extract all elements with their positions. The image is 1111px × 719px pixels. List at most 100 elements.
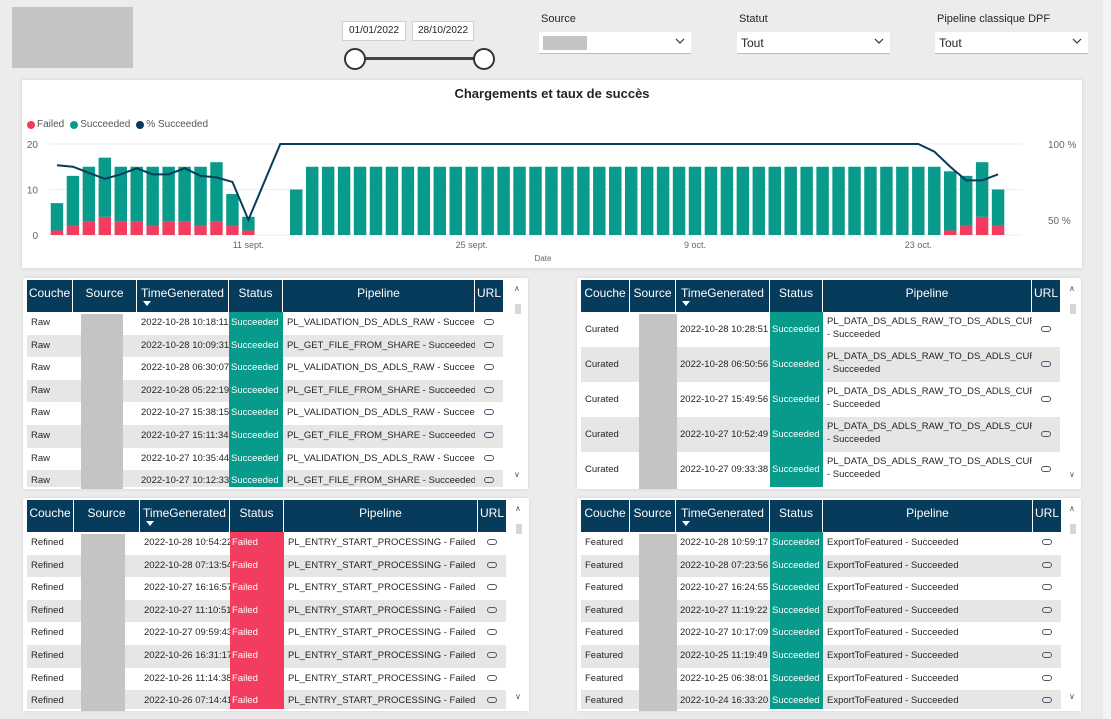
table-row[interactable]: Curated 2022-10-28 10:28:51 Succeeded PL_DA… xyxy=(581,312,1060,347)
table-scrollbar[interactable]: ∧ ∨ xyxy=(513,284,523,479)
column-header-pipeline[interactable]: Pipeline xyxy=(284,500,478,532)
table-row[interactable]: Refined 2022-10-26 11:14:38 Failed PL_ENTRY… xyxy=(27,667,506,691)
scroll-down-icon[interactable]: ∨ xyxy=(515,692,521,701)
column-header-couche[interactable]: Couche xyxy=(27,500,74,532)
link-icon[interactable] xyxy=(1041,326,1051,332)
table-row[interactable]: Featured 2022-10-28 07:23:56 Succeeded Expo… xyxy=(581,554,1061,578)
scroll-thumb[interactable] xyxy=(1070,304,1076,314)
column-header-time-generated[interactable]: TimeGenerated xyxy=(676,500,770,532)
column-header-pipeline[interactable]: Pipeline xyxy=(283,280,475,312)
table-row[interactable]: Refined 2022-10-26 07:14:41 Failed PL_ENTRY… xyxy=(27,690,506,709)
table-scrollbar[interactable]: ∧ ∨ xyxy=(1068,504,1078,701)
column-header-time-generated[interactable]: TimeGenerated xyxy=(137,280,229,312)
table-row[interactable]: Raw 2022-10-27 15:11:34 Succeeded PL_GET_FI… xyxy=(27,424,503,448)
table-row[interactable]: Featured 2022-10-24 16:33:20 Succeeded Expo… xyxy=(581,690,1061,709)
link-icon[interactable] xyxy=(484,431,494,438)
column-header-source[interactable]: Source xyxy=(74,500,140,532)
column-header-pipeline[interactable]: Pipeline xyxy=(823,280,1032,312)
table-row[interactable]: Featured 2022-10-27 10:17:09 Succeeded Expo… xyxy=(581,622,1061,645)
link-icon[interactable] xyxy=(487,651,497,658)
scroll-up-icon[interactable]: ∧ xyxy=(1069,284,1075,293)
table-row[interactable]: Featured 2022-10-27 16:24:55 Succeeded Expo… xyxy=(581,577,1061,600)
column-header-source[interactable]: Source xyxy=(630,500,676,532)
link-icon[interactable] xyxy=(487,539,497,545)
table-scrollbar[interactable]: ∧ ∨ xyxy=(514,504,524,701)
scroll-thumb[interactable] xyxy=(516,524,522,534)
link-icon[interactable] xyxy=(484,386,494,393)
table-row[interactable]: Raw 2022-10-27 15:38:15 Succeeded PL_VALIDA… xyxy=(27,402,503,425)
column-header-couche[interactable]: Couche xyxy=(27,280,73,312)
source-dropdown[interactable] xyxy=(539,32,691,54)
column-header-status[interactable]: Status xyxy=(770,280,823,312)
link-icon[interactable] xyxy=(484,319,494,325)
column-header-url[interactable]: URL xyxy=(1034,506,1059,520)
date-slider-end-handle[interactable] xyxy=(473,48,495,70)
date-slider-track[interactable] xyxy=(356,57,484,60)
statut-dropdown[interactable]: Tout xyxy=(737,32,890,54)
table-row[interactable]: Featured 2022-10-27 11:19:22 Succeeded Expo… xyxy=(581,599,1061,623)
column-header-status[interactable]: Status xyxy=(229,280,283,312)
table-scrollbar[interactable]: ∧ ∨ xyxy=(1068,284,1078,479)
table-row[interactable]: Featured 2022-10-28 10:59:17 Succeeded Expo… xyxy=(581,532,1061,555)
link-icon[interactable] xyxy=(1041,361,1051,367)
link-icon[interactable] xyxy=(487,606,497,613)
column-header-status[interactable]: Status xyxy=(230,500,284,532)
scroll-down-icon[interactable]: ∨ xyxy=(1069,692,1075,701)
column-header-url[interactable]: URL xyxy=(479,506,504,520)
column-header-couche[interactable]: Couche xyxy=(581,500,630,532)
scroll-up-icon[interactable]: ∧ xyxy=(515,504,521,513)
table-row[interactable]: Refined 2022-10-26 16:31:17 Failed PL_ENTRY… xyxy=(27,644,506,668)
column-header-status[interactable]: Status xyxy=(770,500,823,532)
link-icon[interactable] xyxy=(487,561,497,568)
scroll-up-icon[interactable]: ∧ xyxy=(514,284,520,293)
link-icon[interactable] xyxy=(1042,697,1052,704)
table-row[interactable]: Refined 2022-10-28 07:13:54 Failed PL_ENTRY… xyxy=(27,554,506,578)
link-icon[interactable] xyxy=(1042,674,1052,681)
table-row[interactable]: Curated 2022-10-27 15:49:56 Succeeded PL_DA… xyxy=(581,382,1060,417)
table-row[interactable]: Refined 2022-10-27 11:10:51 Failed PL_ENTRY… xyxy=(27,599,506,623)
scroll-thumb[interactable] xyxy=(1070,524,1076,534)
legend-item-percent-succeeded[interactable]: % Succeeded xyxy=(136,119,208,130)
table-row[interactable]: Featured 2022-10-25 11:19:49 Succeeded Expo… xyxy=(581,644,1061,668)
link-icon[interactable] xyxy=(484,477,494,484)
pipeline-dropdown[interactable]: Tout xyxy=(935,32,1088,54)
table-row[interactable]: Raw 2022-10-28 10:09:31 Succeeded PL_GET_FI… xyxy=(27,334,503,358)
date-start-input[interactable]: 01/01/2022 xyxy=(342,21,406,41)
table-row[interactable]: Refined 2022-10-27 16:16:57 Failed PL_ENTRY… xyxy=(27,577,506,600)
table-row[interactable]: Raw 2022-10-27 10:12:33 Succeeded PL_GET_FI… xyxy=(27,470,503,487)
table-row[interactable]: Refined 2022-10-28 10:54:22 Failed PL_ENTRY… xyxy=(27,532,506,555)
link-icon[interactable] xyxy=(1042,539,1052,545)
table-row[interactable]: Refined 2022-10-27 09:59:43 Failed PL_ENTRY… xyxy=(27,622,506,645)
date-end-input[interactable]: 28/10/2022 xyxy=(412,21,474,41)
column-header-source[interactable]: Source xyxy=(630,280,676,312)
link-icon[interactable] xyxy=(487,629,497,636)
column-header-url[interactable]: URL xyxy=(1033,286,1058,300)
link-icon[interactable] xyxy=(484,364,494,371)
scroll-thumb[interactable] xyxy=(515,304,521,314)
link-icon[interactable] xyxy=(1042,561,1052,568)
link-icon[interactable] xyxy=(1042,584,1052,591)
link-icon[interactable] xyxy=(487,697,497,704)
column-header-pipeline[interactable]: Pipeline xyxy=(823,500,1033,532)
table-row[interactable]: Raw 2022-10-28 10:18:11 Succeeded PL_VALIDA… xyxy=(27,312,503,335)
column-header-time-generated[interactable]: TimeGenerated xyxy=(676,280,770,312)
link-icon[interactable] xyxy=(484,454,494,461)
link-icon[interactable] xyxy=(1042,629,1052,636)
link-icon[interactable] xyxy=(1042,651,1052,658)
column-header-source[interactable]: Source xyxy=(73,280,137,312)
page-scrollbar[interactable] xyxy=(1103,0,1111,719)
table-row[interactable]: Raw 2022-10-28 06:30:07 Succeeded PL_VALIDA… xyxy=(27,357,503,380)
table-row[interactable]: Raw 2022-10-27 10:35:44 Succeeded PL_VALIDA… xyxy=(27,447,503,471)
table-row[interactable]: Raw 2022-10-28 05:22:19 Succeeded PL_GET_FI… xyxy=(27,379,503,403)
table-row[interactable]: Featured 2022-10-25 06:38:01 Succeeded Expo… xyxy=(581,667,1061,691)
link-icon[interactable] xyxy=(487,674,497,681)
link-icon[interactable] xyxy=(487,584,497,591)
legend-item-succeeded[interactable]: Succeeded xyxy=(70,119,130,130)
scroll-down-icon[interactable]: ∨ xyxy=(514,470,520,479)
column-header-couche[interactable]: Couche xyxy=(581,280,630,312)
scroll-down-icon[interactable]: ∨ xyxy=(1069,470,1075,479)
link-icon[interactable] xyxy=(484,409,494,416)
table-row[interactable]: Curated 2022-10-27 09:33:38 Succeeded PL_DA… xyxy=(581,452,1060,487)
link-icon[interactable] xyxy=(1041,396,1051,402)
link-icon[interactable] xyxy=(1041,466,1051,472)
